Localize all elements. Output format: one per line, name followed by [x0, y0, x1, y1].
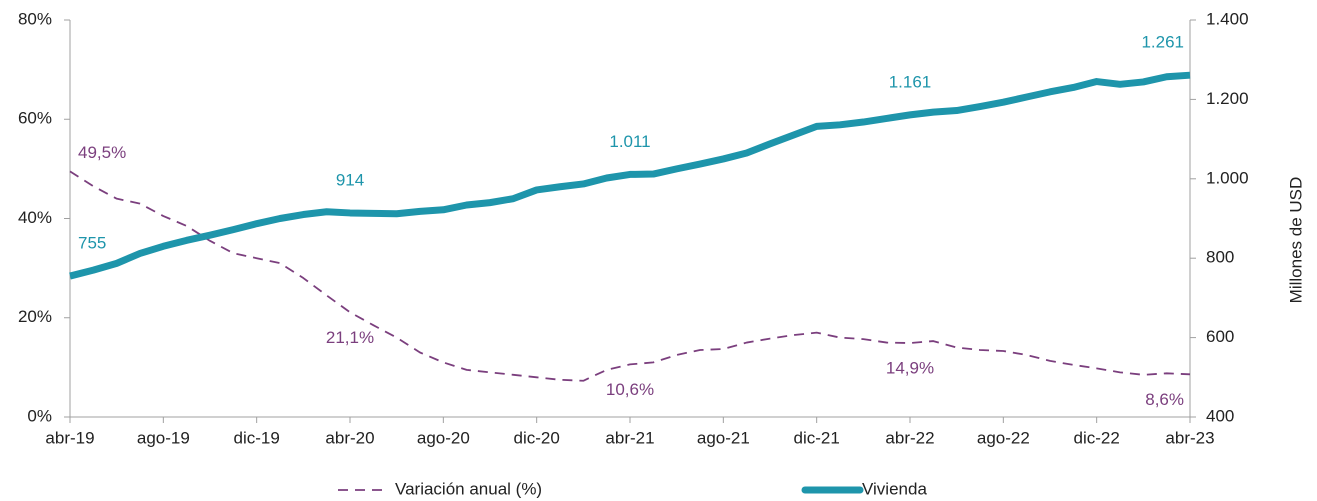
data-label: 10,6% [606, 380, 654, 399]
y-tick-label: 60% [18, 109, 52, 128]
y-tick-label: 0% [27, 406, 52, 425]
x-tick-label: abr-21 [605, 428, 654, 447]
data-label: 1.011 [609, 132, 650, 151]
y2-tick-label: 600 [1206, 327, 1234, 346]
data-label: 14,9% [886, 359, 934, 378]
legend-label: Variación anual (%) [395, 479, 542, 498]
y2-tick-label: 1.400 [1206, 9, 1249, 28]
y-tick-label: 80% [18, 9, 52, 28]
legend-label: Vivienda [862, 479, 927, 498]
data-label: 1.161 [889, 72, 932, 91]
x-tick-label: abr-19 [45, 428, 94, 447]
data-label: 49,5% [78, 143, 126, 162]
x-tick-label: abr-23 [1165, 428, 1214, 447]
y2-axis-label: Millones de USD [1286, 177, 1305, 304]
x-tick-label: dic-21 [794, 428, 840, 447]
x-tick-label: ago-19 [137, 428, 190, 447]
data-label: 755 [78, 234, 106, 253]
x-tick-label: abr-22 [885, 428, 934, 447]
x-tick-label: ago-22 [977, 428, 1030, 447]
data-label: 21,1% [326, 328, 374, 347]
series-line [69, 170, 1191, 382]
data-label: 8,6% [1145, 390, 1184, 409]
data-label: 1.261 [1141, 33, 1184, 52]
series-line [69, 71, 1191, 280]
y-tick-label: 40% [18, 208, 52, 227]
x-tick-label: dic-19 [234, 428, 280, 447]
x-tick-label: ago-21 [697, 428, 750, 447]
y2-tick-label: 1.000 [1206, 168, 1249, 187]
x-tick-label: ago-20 [417, 428, 470, 447]
x-tick-label: abr-20 [325, 428, 374, 447]
y-tick-label: 20% [18, 307, 52, 326]
y2-tick-label: 1.200 [1206, 89, 1249, 108]
x-tick-label: dic-20 [514, 428, 560, 447]
y2-tick-label: 400 [1206, 406, 1234, 425]
x-tick-label: dic-22 [1074, 428, 1120, 447]
y2-tick-label: 800 [1206, 248, 1234, 267]
data-label: 914 [336, 170, 364, 189]
